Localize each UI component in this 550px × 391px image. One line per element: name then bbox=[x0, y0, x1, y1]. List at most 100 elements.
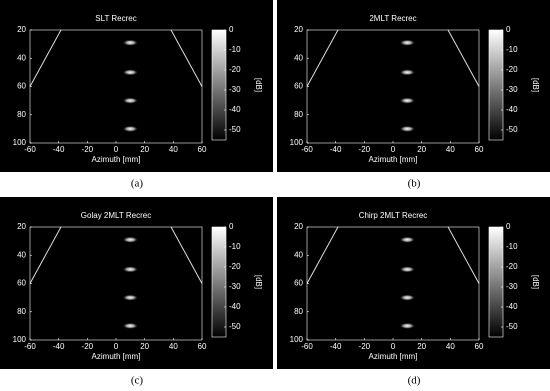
colorbar-tick-label: 0 bbox=[229, 222, 234, 231]
sector-edge bbox=[306, 226, 339, 284]
x-tick-label: 60 bbox=[475, 145, 484, 154]
x-tick-label: 40 bbox=[446, 342, 455, 351]
x-tick-label: 40 bbox=[169, 342, 178, 351]
x-tick-label: 20 bbox=[140, 342, 149, 351]
target-spot bbox=[122, 236, 139, 243]
y-tick-label: 40 bbox=[294, 53, 303, 62]
x-tick-label: -60 bbox=[24, 342, 36, 351]
x-axis-label: Azimuth [mm] bbox=[92, 155, 141, 164]
colorbar-tick-label: -20 bbox=[229, 65, 241, 74]
colorbar bbox=[211, 29, 227, 141]
target-spot bbox=[399, 236, 416, 243]
x-axis-label: Azimuth [mm] bbox=[92, 352, 141, 361]
colorbar-tick-label: -50 bbox=[506, 322, 518, 331]
x-tick-label: 20 bbox=[140, 145, 149, 154]
y-tick-label: 60 bbox=[294, 279, 303, 288]
panel: Golay 2MLT Recrec -60 -40 -20 0 20 40 60 Azimuth… bbox=[0, 197, 273, 387]
y-tick-label: 100 bbox=[13, 335, 27, 344]
sector-edge bbox=[29, 226, 62, 284]
y-tick-label: 100 bbox=[290, 335, 304, 344]
colorbar-label: [dB] bbox=[531, 78, 540, 92]
sector-edge bbox=[29, 29, 62, 87]
sector-edge bbox=[170, 226, 203, 284]
colorbar-tick-label: -20 bbox=[506, 262, 518, 271]
caption: (b) bbox=[408, 178, 421, 190]
colorbar bbox=[488, 226, 504, 338]
chart-title: 2MLT Recrec bbox=[369, 14, 416, 23]
colorbar-tick-label: -30 bbox=[506, 282, 518, 291]
target-spot bbox=[122, 266, 139, 273]
colorbar-tick-label: -20 bbox=[229, 262, 241, 271]
y-tick-label: 20 bbox=[294, 222, 303, 231]
x-tick-label: 0 bbox=[114, 342, 119, 351]
panel: Chirp 2MLT Recrec -60 -40 -20 0 20 40 60 Azimuth… bbox=[277, 197, 550, 387]
x-tick-label: -60 bbox=[301, 342, 313, 351]
colorbar-tick-label: -50 bbox=[229, 125, 241, 134]
colorbar-label: [dB] bbox=[254, 78, 263, 92]
y-tick-label: 20 bbox=[17, 222, 26, 231]
panel-background bbox=[277, 197, 550, 369]
x-tick-label: -40 bbox=[53, 145, 65, 154]
target-spot bbox=[399, 69, 416, 76]
target-spot bbox=[122, 294, 139, 301]
y-tick-label: 80 bbox=[294, 307, 303, 316]
x-tick-label: 60 bbox=[198, 145, 207, 154]
colorbar-label: [dB] bbox=[254, 275, 263, 289]
target-spot bbox=[399, 266, 416, 273]
x-tick-label: 40 bbox=[169, 145, 178, 154]
x-tick-label: -40 bbox=[330, 342, 342, 351]
y-tick-label: 100 bbox=[290, 138, 304, 147]
colorbar-tick-label: -10 bbox=[229, 242, 241, 251]
x-tick-label: 0 bbox=[391, 145, 396, 154]
x-tick-label: 0 bbox=[114, 145, 119, 154]
x-tick-label: -20 bbox=[82, 342, 94, 351]
x-tick-label: 40 bbox=[446, 145, 455, 154]
y-tick-label: 40 bbox=[17, 53, 26, 62]
colorbar-tick-label: -30 bbox=[229, 282, 241, 291]
chart-title: Chirp 2MLT Recrec bbox=[359, 211, 428, 220]
y-tick-label: 20 bbox=[17, 25, 26, 34]
y-tick-label: 80 bbox=[294, 110, 303, 119]
colorbar bbox=[488, 29, 504, 141]
y-tick-label: 100 bbox=[13, 138, 27, 147]
x-axis-label: Azimuth [mm] bbox=[369, 352, 418, 361]
y-tick-label: 60 bbox=[17, 82, 26, 91]
x-tick-label: -20 bbox=[359, 342, 371, 351]
colorbar-label: [dB] bbox=[531, 275, 540, 289]
target-spot bbox=[399, 294, 416, 301]
panel-background bbox=[277, 0, 550, 172]
colorbar-tick-label: -40 bbox=[506, 302, 518, 311]
colorbar-tick-label: -40 bbox=[229, 302, 241, 311]
panel-background bbox=[0, 0, 273, 172]
colorbar-tick-label: -50 bbox=[506, 125, 518, 134]
y-tick-label: 20 bbox=[294, 25, 303, 34]
sector-edge bbox=[447, 226, 480, 284]
y-tick-label: 60 bbox=[17, 279, 26, 288]
colorbar-tick-label: 0 bbox=[506, 222, 511, 231]
colorbar bbox=[211, 226, 227, 338]
sector-edge bbox=[447, 29, 480, 87]
chart-title: SLT Recrec bbox=[95, 14, 137, 23]
colorbar-tick-label: -40 bbox=[506, 105, 518, 114]
colorbar-tick-label: -10 bbox=[506, 242, 518, 251]
sector-edge bbox=[306, 29, 339, 87]
x-tick-label: -40 bbox=[53, 342, 65, 351]
colorbar-tick-label: -50 bbox=[229, 322, 241, 331]
target-spot bbox=[122, 125, 139, 133]
target-spot bbox=[399, 125, 416, 133]
caption: (d) bbox=[408, 375, 421, 387]
sector-edge bbox=[170, 29, 203, 87]
y-tick-label: 40 bbox=[294, 250, 303, 259]
colorbar-tick-label: 0 bbox=[229, 25, 234, 34]
y-tick-label: 80 bbox=[17, 307, 26, 316]
colorbar-tick-label: -40 bbox=[229, 105, 241, 114]
colorbar-tick-label: 0 bbox=[506, 25, 511, 34]
colorbar-tick-label: -30 bbox=[229, 85, 241, 94]
target-spot bbox=[399, 322, 416, 330]
target-spot bbox=[122, 69, 139, 76]
x-tick-label: 20 bbox=[417, 342, 426, 351]
target-spot bbox=[122, 322, 139, 330]
y-tick-label: 40 bbox=[17, 250, 26, 259]
